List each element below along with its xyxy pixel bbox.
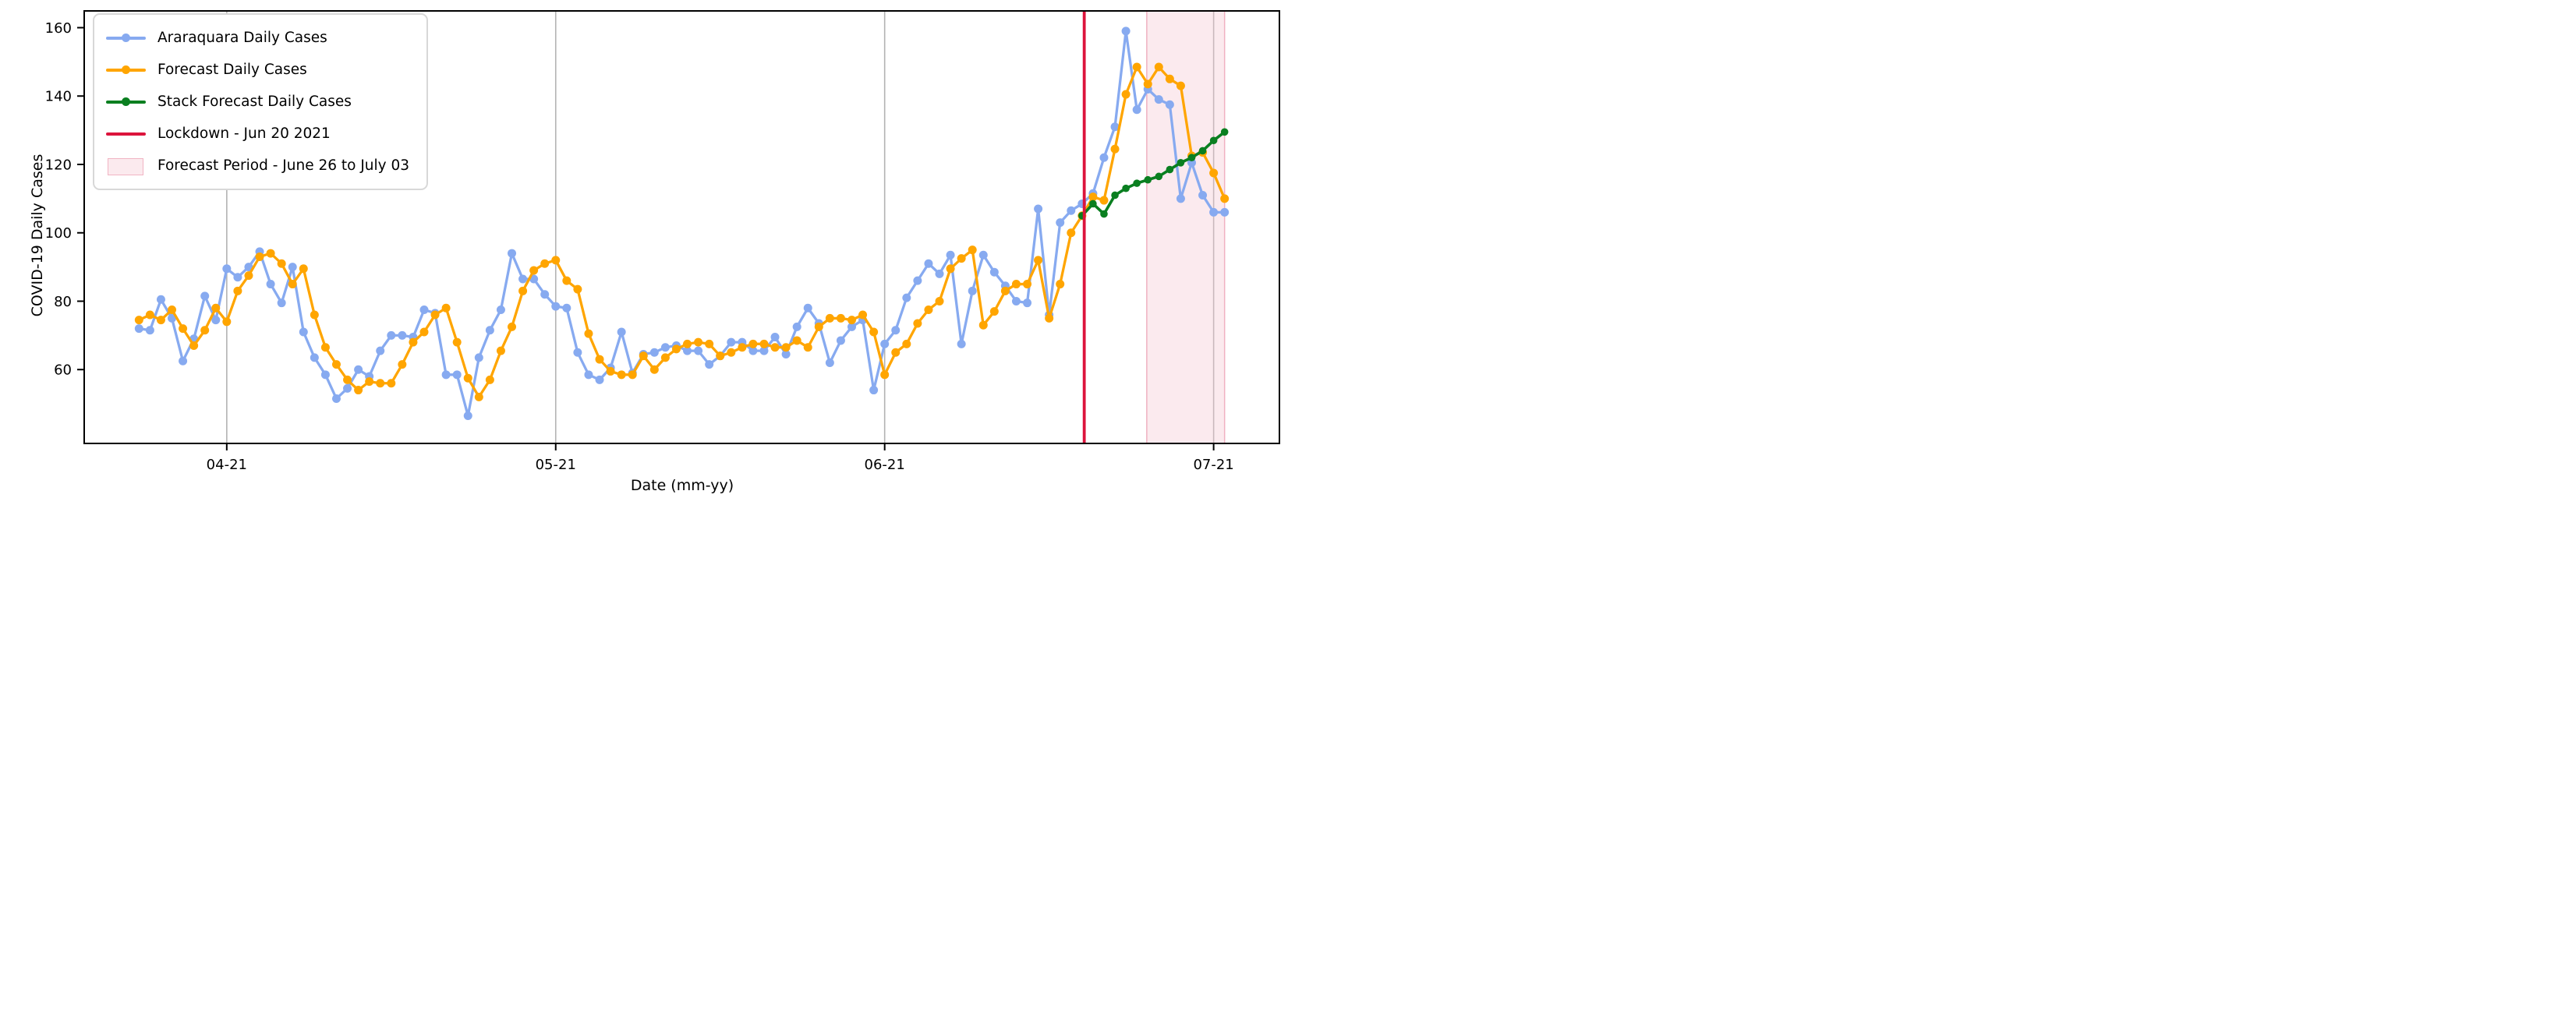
x-axis-label: Date (mm-yy) (630, 477, 734, 494)
svg-text:04-21: 04-21 (207, 457, 247, 473)
chart-canvas: 04-21 05-21 06-21 07-21 60 80 100 120 140 160 (45, 10, 1280, 473)
svg-text:100: 100 (45, 225, 72, 242)
legend-item-stack-forecast: Stack Forecast Daily Cases (106, 86, 411, 118)
svg-text:06-21: 06-21 (865, 457, 905, 473)
blue-line-marker-icon (106, 30, 146, 46)
legend-label: Forecast Period - June 26 to July 03 (157, 157, 410, 174)
covid-forecast-chart: 04-21 05-21 06-21 07-21 60 80 100 120 140 160 COV… (0, 0, 1288, 505)
y-axis-label: COVID-19 Daily Cases (29, 154, 46, 317)
svg-text:80: 80 (54, 294, 72, 310)
legend: Araraquara Daily Cases Forecast Daily Ca… (93, 13, 428, 190)
svg-text:07-21: 07-21 (1193, 457, 1233, 473)
svg-text:120: 120 (45, 157, 72, 173)
red-line-icon (106, 126, 146, 142)
green-line-marker-icon (106, 94, 146, 110)
legend-item-forecast-period: Forecast Period - June 26 to July 03 (106, 150, 411, 182)
orange-line-marker-icon (106, 62, 146, 78)
svg-text:60: 60 (54, 362, 72, 379)
legend-label: Forecast Daily Cases (157, 62, 307, 78)
legend-item-araraquara: Araraquara Daily Cases (106, 22, 411, 54)
svg-text:160: 160 (45, 20, 72, 37)
legend-label: Stack Forecast Daily Cases (157, 94, 352, 110)
legend-item-lockdown: Lockdown - Jun 20 2021 (106, 118, 411, 150)
legend-label: Araraquara Daily Cases (157, 30, 327, 46)
legend-item-forecast: Forecast Daily Cases (106, 54, 411, 86)
svg-text:05-21: 05-21 (536, 457, 576, 473)
legend-label: Lockdown - Jun 20 2021 (157, 125, 331, 142)
pink-patch-icon (106, 157, 146, 175)
svg-text:140: 140 (45, 89, 72, 105)
